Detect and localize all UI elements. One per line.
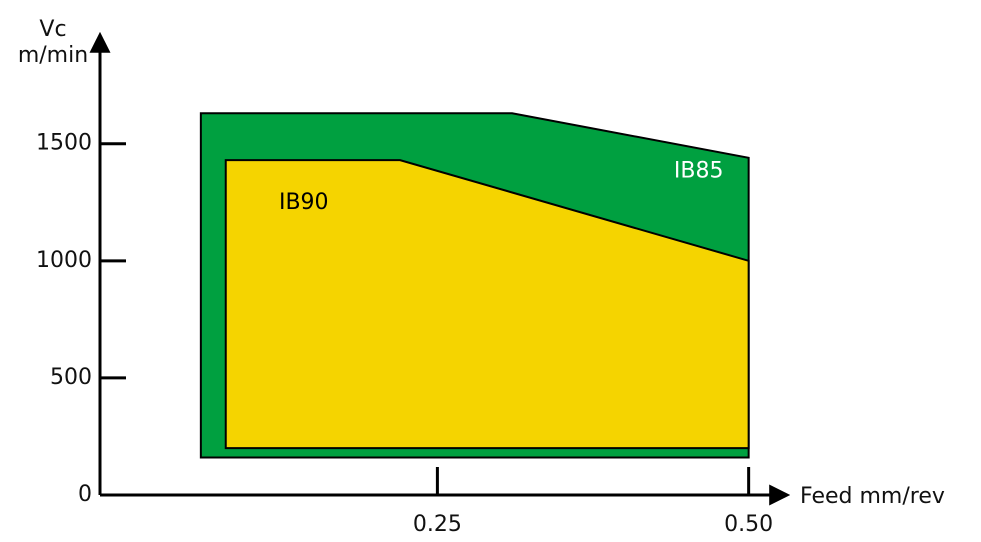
areas bbox=[199, 112, 750, 459]
y-tick-label: 1500 bbox=[36, 131, 92, 156]
y-axis-label: Vc bbox=[39, 17, 66, 42]
y-axis-label: m/min bbox=[18, 43, 88, 68]
y-tick-label: 500 bbox=[50, 365, 92, 390]
x-axis-label: Feed mm/rev bbox=[800, 484, 945, 509]
area-region bbox=[224, 159, 750, 450]
series-label: IB85 bbox=[674, 158, 724, 183]
series-label: IB90 bbox=[279, 190, 329, 215]
x-tick-label: 0.50 bbox=[724, 512, 773, 537]
x-tick-label: 0.25 bbox=[413, 512, 462, 537]
y-tick-label: 1000 bbox=[36, 248, 92, 273]
y-tick-label: 0 bbox=[78, 482, 92, 507]
